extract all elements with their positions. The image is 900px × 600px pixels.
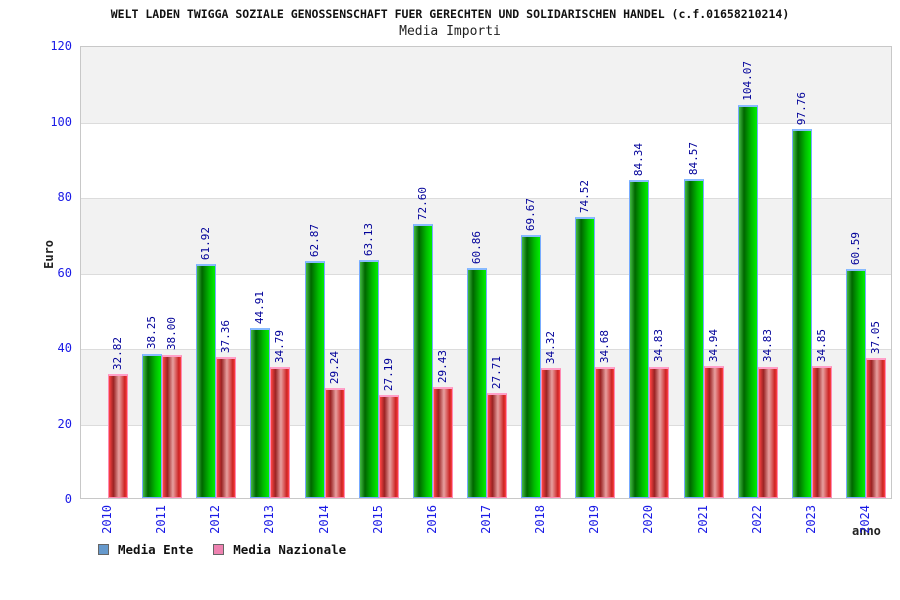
bar-media-nazionale-2022	[757, 366, 778, 498]
x-axis-tick: 2023	[803, 505, 818, 534]
bar-value-label: 34.79	[273, 329, 287, 363]
bar-value-label: 74.52	[578, 179, 592, 213]
bar-value-label: 60.86	[470, 231, 483, 265]
bar-media-ente-2022	[737, 105, 758, 498]
bar-media-nazionale-2018	[541, 368, 562, 498]
bar-value-label: 34.85	[814, 329, 828, 363]
x-axis-tick: 2018	[533, 505, 548, 534]
bar-value-label: 34.94	[706, 328, 720, 363]
legend-label-media-nazionale: Media Nazionale	[233, 542, 347, 557]
x-axis-tick: 2010	[100, 505, 115, 534]
grid-band	[81, 47, 891, 123]
bar-value-label: 63.13	[361, 222, 375, 256]
y-axis-tick: 100	[50, 114, 72, 129]
x-axis-tick: 2020	[641, 505, 656, 534]
legend-swatch-media-ente	[98, 544, 109, 555]
bar-value-label: 38.00	[165, 317, 179, 351]
legend-item-media-nazionale: Media Nazionale	[213, 542, 346, 557]
x-axis-tick: 2024	[857, 505, 872, 534]
grid-line	[81, 122, 891, 124]
bar-value-label: 32.82	[111, 336, 125, 371]
bar-media-nazionale-2012	[216, 356, 237, 498]
bar-media-nazionale-2023	[811, 366, 832, 498]
chart-title: WELT LADEN TWIGGA SOZIALE GENOSSENSCHAFT…	[110, 7, 790, 21]
y-axis-tick: 60	[57, 265, 72, 280]
bar-value-label: 84.34	[632, 142, 646, 176]
bar-value-label: 62.87	[307, 223, 321, 257]
legend-swatch-media-nazionale	[213, 544, 225, 555]
y-axis-tick: 40	[57, 341, 72, 355]
bar-media-nazionale-2015	[378, 395, 399, 498]
x-axis-tick: 2014	[316, 505, 331, 534]
bar-media-nazionale-2011	[162, 354, 183, 498]
bar-value-label: 38.25	[145, 316, 159, 350]
y-axis-tick: 20	[57, 416, 72, 431]
chart-subtitle: Media Importi	[399, 24, 501, 39]
bar-media-nazionale-2019	[595, 367, 616, 498]
bar-value-label: 29.24	[327, 350, 341, 384]
bar-media-ente-2016	[412, 223, 433, 498]
legend-item-media-ente: Media Ente	[98, 542, 193, 557]
bar-media-nazionale-2014	[324, 387, 345, 498]
x-axis-tick: 2017	[479, 505, 493, 534]
bar-value-label: 97.76	[794, 91, 808, 125]
bar-value-label: 34.83	[760, 329, 774, 363]
bar-media-ente-2024	[845, 269, 866, 498]
bar-media-ente-2017	[467, 268, 487, 498]
x-axis-tick: 2011	[154, 505, 169, 534]
bar-value-label: 27.71	[490, 356, 503, 390]
bar-value-label: 69.67	[524, 197, 538, 231]
bar-value-label: 37.05	[868, 321, 882, 355]
x-axis-title: anno	[852, 524, 881, 538]
x-axis-tick: 2013	[262, 505, 277, 534]
bar-value-label: 37.36	[219, 319, 233, 353]
y-axis-tick: 120	[50, 39, 72, 53]
bar-media-nazionale-2013	[270, 366, 291, 498]
grid-band	[81, 123, 891, 199]
chart-legend: Media Ente Media Nazionale	[98, 542, 346, 557]
y-axis-tick: 80	[57, 190, 72, 204]
bar-value-label: 27.19	[381, 358, 395, 392]
bar-value-label: 104.07	[740, 61, 754, 102]
bar-media-ente-2019	[575, 216, 596, 498]
legend-label-media-ente: Media Ente	[118, 542, 194, 557]
bar-value-label: 34.83	[652, 329, 666, 363]
bar-value-label: 44.91	[253, 291, 267, 325]
bar-media-ente-2015	[358, 259, 379, 498]
bar-media-ente-2021	[683, 178, 704, 498]
bar-media-nazionale-2024	[865, 358, 886, 498]
x-axis-tick: 2015	[370, 505, 385, 534]
bar-media-ente-2013	[250, 328, 271, 498]
bar-media-ente-2011	[142, 353, 163, 498]
y-axis-tick: 0	[64, 492, 72, 506]
bar-media-nazionale-2016	[432, 386, 453, 498]
bar-media-nazionale-2021	[703, 366, 724, 498]
bar-media-ente-2014	[304, 260, 325, 498]
bar-media-ente-2020	[629, 179, 650, 498]
x-axis-tick: 2016	[424, 505, 439, 534]
bar-value-label: 34.32	[544, 331, 558, 365]
plot-area: 32.82 38.25 38.00 61.92 37.36 44.91 34.79 62.87…	[80, 46, 892, 499]
bar-media-ente-2012	[196, 264, 217, 498]
x-axis-tick: 2019	[587, 505, 602, 534]
bar-media-ente-2023	[791, 128, 812, 498]
x-axis-tick: 2012	[208, 505, 223, 534]
bar-value-label: 34.68	[598, 329, 612, 364]
grid-line	[81, 198, 891, 199]
bar-media-ente-2018	[521, 235, 542, 498]
bar-value-label: 29.43	[435, 349, 449, 383]
bar-media-nazionale-2017	[487, 393, 507, 498]
x-axis-tick: 2021	[695, 505, 710, 534]
bar-media-nazionale-2020	[649, 366, 670, 498]
bar-value-label: 72.60	[415, 186, 429, 220]
bar-value-label: 61.92	[199, 227, 213, 261]
bar-value-label: 60.59	[848, 232, 862, 266]
bar-value-label: 84.57	[686, 141, 700, 175]
x-axis-tick: 2022	[749, 505, 764, 534]
bar-media-nazionale-2010	[108, 374, 129, 498]
